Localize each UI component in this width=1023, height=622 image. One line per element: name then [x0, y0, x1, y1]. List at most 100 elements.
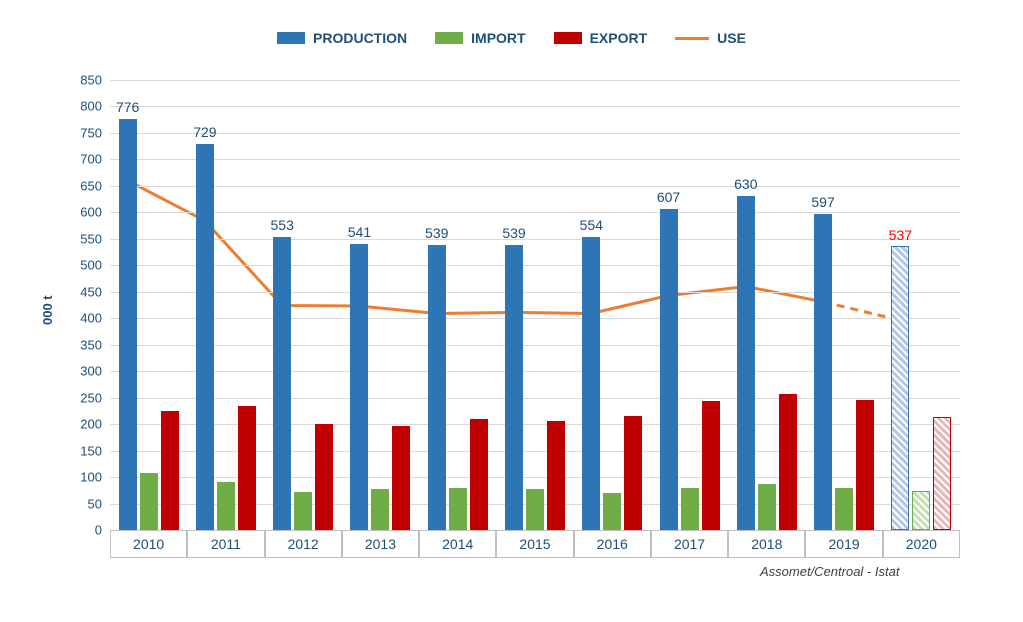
y-tick-label: 600 — [80, 205, 102, 220]
y-tick-label: 650 — [80, 178, 102, 193]
legend-swatch-use — [675, 37, 709, 40]
y-tick-label: 400 — [80, 311, 102, 326]
y-tick-label: 850 — [80, 73, 102, 88]
bar-export — [933, 417, 951, 530]
bar-group: 537 — [891, 246, 951, 530]
bar-production: 553 — [273, 237, 291, 530]
bar-label-production: 539 — [425, 225, 448, 241]
bar-import — [217, 482, 235, 530]
bar-import — [526, 489, 544, 530]
x-tick-label: 2013 — [342, 530, 419, 558]
bar-export — [779, 394, 797, 530]
bar-import — [449, 488, 467, 530]
legend-item-import: IMPORT — [435, 30, 525, 46]
bar-production: 630 — [737, 196, 755, 530]
bar-export — [856, 400, 874, 530]
bar-label-production: 607 — [657, 189, 680, 205]
bar-group: 729 — [196, 144, 256, 530]
x-tick-label: 2011 — [187, 530, 264, 558]
bar-label-production: 541 — [348, 224, 371, 240]
legend-swatch-import — [435, 32, 463, 44]
gridline — [110, 80, 960, 81]
y-tick-label: 300 — [80, 364, 102, 379]
bar-group: 553 — [273, 237, 333, 530]
y-tick-label: 550 — [80, 231, 102, 246]
bar-label-production: 630 — [734, 176, 757, 192]
x-tick-label: 2014 — [419, 530, 496, 558]
bar-production: 554 — [582, 237, 600, 530]
y-tick-label: 700 — [80, 152, 102, 167]
bar-export — [470, 419, 488, 530]
bar-production: 729 — [196, 144, 214, 530]
legend-label-import: IMPORT — [471, 30, 525, 46]
y-tick-label: 100 — [80, 470, 102, 485]
x-tick-label: 2019 — [805, 530, 882, 558]
bar-export — [392, 426, 410, 530]
bar-label-production: 553 — [270, 217, 293, 233]
bar-export — [315, 424, 333, 530]
legend-label-export: EXPORT — [590, 30, 648, 46]
y-tick-label: 200 — [80, 417, 102, 432]
bar-import — [912, 491, 930, 530]
bar-group: 541 — [350, 244, 410, 530]
y-tick-label: 800 — [80, 99, 102, 114]
plot-area: 0501001502002503003504004505005506006507… — [110, 80, 960, 530]
legend-item-export: EXPORT — [554, 30, 648, 46]
bar-import — [294, 492, 312, 530]
x-tick-label: 2016 — [574, 530, 651, 558]
x-tick-label: 2010 — [110, 530, 187, 558]
y-tick-label: 350 — [80, 337, 102, 352]
bar-group: 630 — [737, 196, 797, 530]
source-note: Assomet/Centroal - Istat — [760, 564, 899, 579]
y-tick-label: 750 — [80, 125, 102, 140]
x-tick-label: 2012 — [265, 530, 342, 558]
y-tick-label: 250 — [80, 390, 102, 405]
bar-import — [140, 473, 158, 530]
x-tick-label: 2018 — [728, 530, 805, 558]
bar-export — [624, 416, 642, 530]
bar-import — [681, 488, 699, 530]
legend-label-production: PRODUCTION — [313, 30, 407, 46]
bar-export — [161, 411, 179, 530]
bar-label-production: 539 — [502, 225, 525, 241]
bar-production: 537 — [891, 246, 909, 530]
bar-group: 539 — [505, 245, 565, 530]
bar-production: 541 — [350, 244, 368, 530]
y-tick-label: 450 — [80, 284, 102, 299]
x-tick-label: 2017 — [651, 530, 728, 558]
legend-item-use: USE — [675, 30, 746, 46]
legend-swatch-production — [277, 32, 305, 44]
bar-group: 597 — [814, 214, 874, 530]
bar-export — [238, 406, 256, 530]
bar-label-production: 729 — [193, 124, 216, 140]
y-tick-label: 150 — [80, 443, 102, 458]
bar-export — [547, 421, 565, 530]
bar-export — [702, 401, 720, 530]
bar-label-production: 597 — [811, 194, 834, 210]
bar-import — [603, 493, 621, 530]
bar-import — [371, 489, 389, 530]
legend: PRODUCTION IMPORT EXPORT USE — [40, 30, 983, 46]
bar-production: 607 — [660, 209, 678, 530]
bar-group: 539 — [428, 245, 488, 530]
legend-swatch-export — [554, 32, 582, 44]
bar-group: 607 — [660, 209, 720, 530]
bar-group: 776 — [119, 119, 179, 530]
bar-group: 554 — [582, 237, 642, 530]
gridline — [110, 106, 960, 107]
gridline — [110, 133, 960, 134]
chart-container: PRODUCTION IMPORT EXPORT USE 000 t 05010… — [40, 20, 983, 602]
bar-production: 539 — [428, 245, 446, 530]
bar-production: 539 — [505, 245, 523, 530]
bar-production: 776 — [119, 119, 137, 530]
legend-item-production: PRODUCTION — [277, 30, 407, 46]
x-tick-label: 2020 — [883, 530, 960, 558]
x-tick-label: 2015 — [496, 530, 573, 558]
y-tick-label: 0 — [95, 523, 102, 538]
y-axis-title: 000 t — [40, 295, 55, 325]
bar-import — [835, 488, 853, 530]
y-tick-label: 50 — [88, 496, 102, 511]
bar-label-production: 554 — [580, 217, 603, 233]
y-tick-label: 500 — [80, 258, 102, 273]
bar-import — [758, 484, 776, 530]
